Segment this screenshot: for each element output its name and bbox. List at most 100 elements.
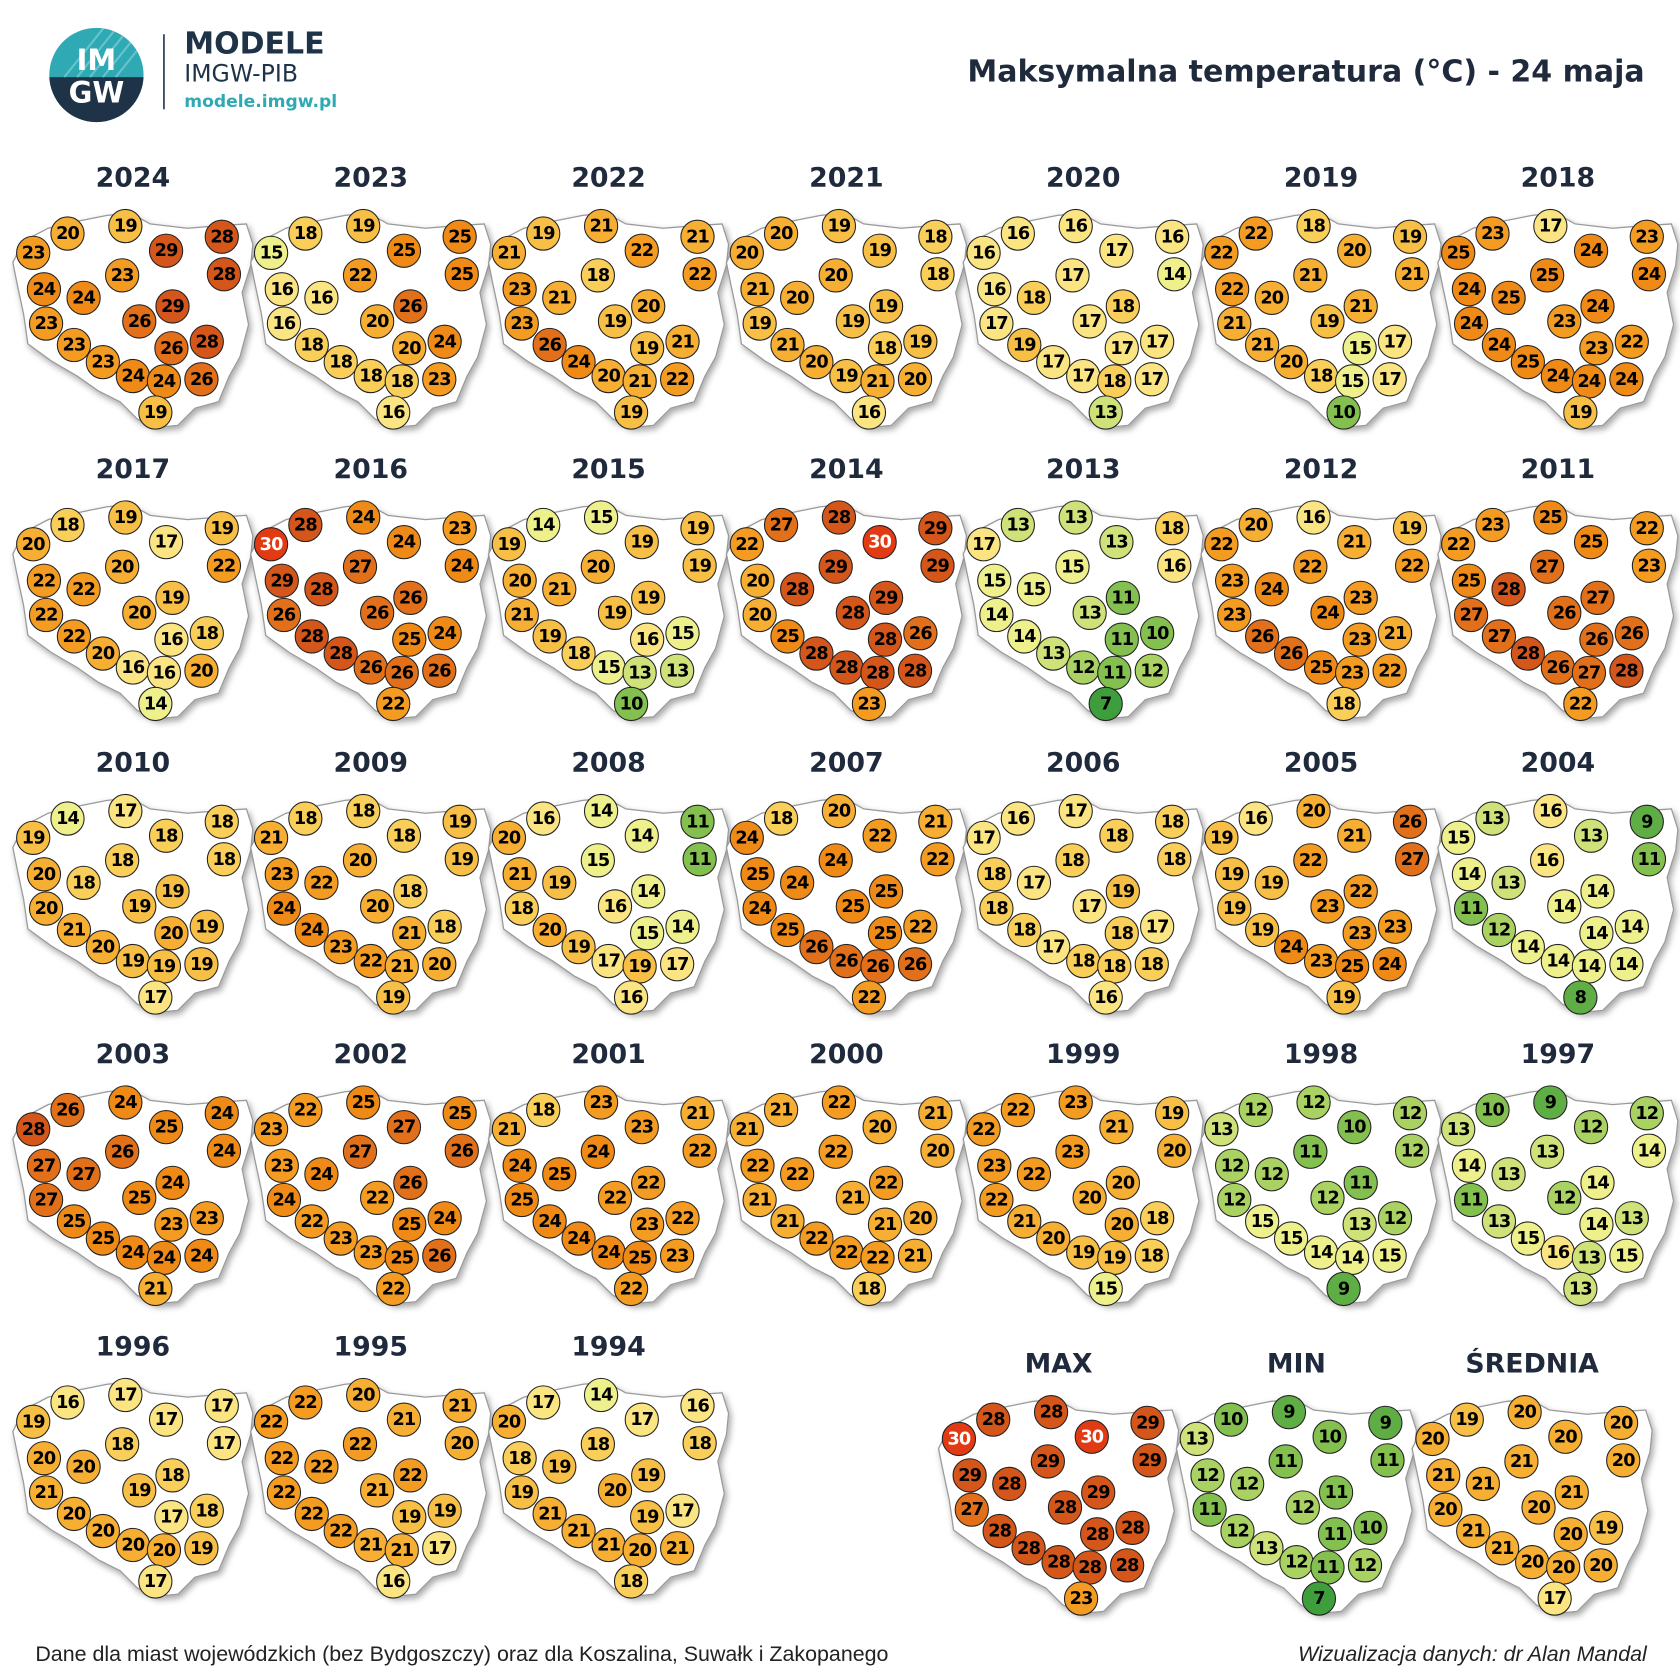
- city-value: 19: [548, 1457, 571, 1477]
- city-marker: [1036, 344, 1071, 380]
- city-value: 25: [1447, 243, 1470, 263]
- city-marker: [1296, 793, 1331, 829]
- map-title: 2017: [96, 454, 171, 485]
- city-marker: [184, 362, 219, 397]
- city-value: 23: [91, 353, 114, 373]
- city-marker: [742, 597, 777, 633]
- city-marker: [763, 216, 799, 251]
- city-marker: [1451, 563, 1487, 598]
- city-value: 14: [1546, 952, 1569, 972]
- city-value: 21: [776, 1212, 799, 1232]
- city-value: 10: [1332, 403, 1355, 423]
- city-value: 17: [972, 828, 995, 848]
- city-marker: [1631, 842, 1667, 877]
- city-marker: [1337, 233, 1372, 268]
- city-value: 16: [382, 1572, 405, 1592]
- city-value: 19: [875, 297, 898, 317]
- city-value: 20: [1244, 516, 1267, 536]
- city-value: 7: [1313, 1589, 1324, 1609]
- city-marker: [491, 527, 527, 562]
- city-marker: [1342, 916, 1377, 951]
- city-value: 22: [972, 1120, 995, 1140]
- city-value: 22: [604, 1188, 627, 1208]
- city-value: 18: [359, 367, 382, 387]
- city-marker: [682, 548, 717, 583]
- city-value: 14: [532, 516, 555, 536]
- city-value: 17: [1146, 332, 1169, 352]
- city-value: 20: [1559, 1525, 1582, 1545]
- city-value: 20: [1110, 1215, 1133, 1235]
- city-value: 22: [300, 1504, 323, 1524]
- city-marker: [294, 619, 329, 654]
- city-value: 10: [1146, 624, 1169, 644]
- city-marker: [1533, 208, 1568, 244]
- city-value: 16: [272, 314, 295, 334]
- city-value: 18: [924, 227, 947, 247]
- city-value: 18: [195, 1501, 218, 1521]
- city-value: 23: [1316, 897, 1339, 917]
- map-title: 2002: [333, 1039, 407, 1070]
- city-value: 22: [827, 1093, 850, 1113]
- city-marker: [1204, 820, 1239, 855]
- city-value: 17: [972, 535, 995, 555]
- city-marker: [763, 801, 799, 836]
- city-value: 24: [450, 556, 473, 576]
- city-value: 23: [1481, 224, 1504, 244]
- city-value: 17: [532, 1393, 555, 1413]
- city-marker: [16, 1112, 51, 1147]
- city-value: 14: [1457, 865, 1480, 885]
- city-marker: [1579, 331, 1614, 366]
- city-marker: [85, 344, 120, 380]
- city-marker: [624, 818, 659, 853]
- city-value: 22: [300, 1212, 323, 1232]
- city-value: 24: [310, 1165, 333, 1185]
- city-value: 22: [1349, 882, 1372, 902]
- city-value: 25: [91, 1229, 114, 1249]
- city-value: 24: [210, 1104, 233, 1124]
- city-value: 12: [1302, 1093, 1325, 1113]
- city-marker: [799, 344, 834, 380]
- city-value: 21: [1343, 826, 1366, 846]
- city-value: 22: [671, 1209, 694, 1229]
- city-value: 25: [352, 1093, 375, 1113]
- city-marker: [660, 947, 695, 982]
- city-value: 25: [392, 241, 415, 261]
- city-value: 14: [630, 826, 653, 846]
- city-marker: [342, 843, 378, 878]
- city-value: 16: [1539, 802, 1562, 822]
- city-value: 13: [666, 661, 689, 681]
- map-title: 2018: [1521, 162, 1596, 193]
- city-value: 23: [1310, 952, 1333, 972]
- city-value: 23: [1585, 339, 1608, 359]
- city-value: 20: [604, 1481, 627, 1501]
- city-value: 29: [155, 241, 178, 261]
- city-value: 24: [121, 367, 144, 387]
- city-value: 15: [983, 571, 1006, 591]
- city-marker: [979, 306, 1014, 341]
- brand: MODELE: [184, 27, 324, 62]
- map-panel: 2013 13 13 13 18 17 16 15 15 15 11 14 13 14 11 10 13 12 11…: [962, 454, 1204, 722]
- city-marker: [122, 889, 157, 924]
- city-value: 26: [190, 370, 213, 390]
- city-value: 25: [628, 1248, 651, 1268]
- city-value: 20: [1434, 1500, 1457, 1520]
- city-value: 18: [433, 917, 456, 937]
- city-value: 18: [874, 339, 897, 359]
- city-value: 22: [1569, 694, 1592, 714]
- city-marker: [630, 622, 665, 657]
- city-value: 28: [805, 644, 828, 664]
- city-value: 19: [210, 519, 233, 539]
- city-marker: [346, 793, 381, 829]
- city-value: 19: [1251, 921, 1274, 941]
- city-marker: [1217, 891, 1252, 926]
- city-value: 22: [382, 694, 405, 714]
- city-value: 25: [390, 1248, 413, 1268]
- city-value: 18: [985, 899, 1008, 919]
- city-value: 17: [1384, 332, 1407, 352]
- city-value: 21: [1560, 1483, 1583, 1503]
- city-marker: [1104, 331, 1139, 366]
- city-value: 14: [1585, 1215, 1608, 1235]
- city-value: 24: [1615, 370, 1638, 390]
